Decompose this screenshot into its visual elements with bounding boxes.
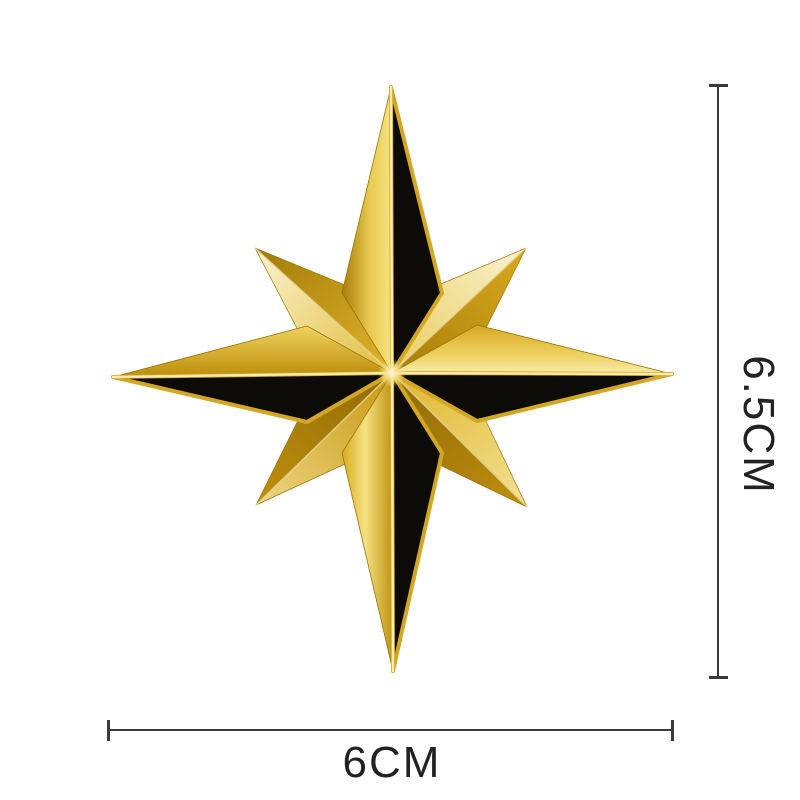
dimension-tick-right bbox=[671, 720, 674, 741]
ridge-highlights bbox=[111, 85, 674, 673]
dimension-tick-left bbox=[107, 720, 110, 741]
dimension-tick-bottom bbox=[709, 676, 728, 679]
height-dimension-label: 6.5CM bbox=[734, 355, 783, 495]
dimension-tick-top bbox=[709, 84, 728, 87]
center-highlight bbox=[378, 359, 406, 387]
cardinal-gold-facets bbox=[112, 86, 673, 672]
diagonal-points bbox=[254, 247, 528, 508]
height-dimension-line bbox=[709, 84, 728, 679]
cardinal-black-facets bbox=[111, 85, 674, 673]
width-dimension-label: 6CM bbox=[342, 738, 442, 787]
width-dimension-line bbox=[107, 720, 674, 741]
